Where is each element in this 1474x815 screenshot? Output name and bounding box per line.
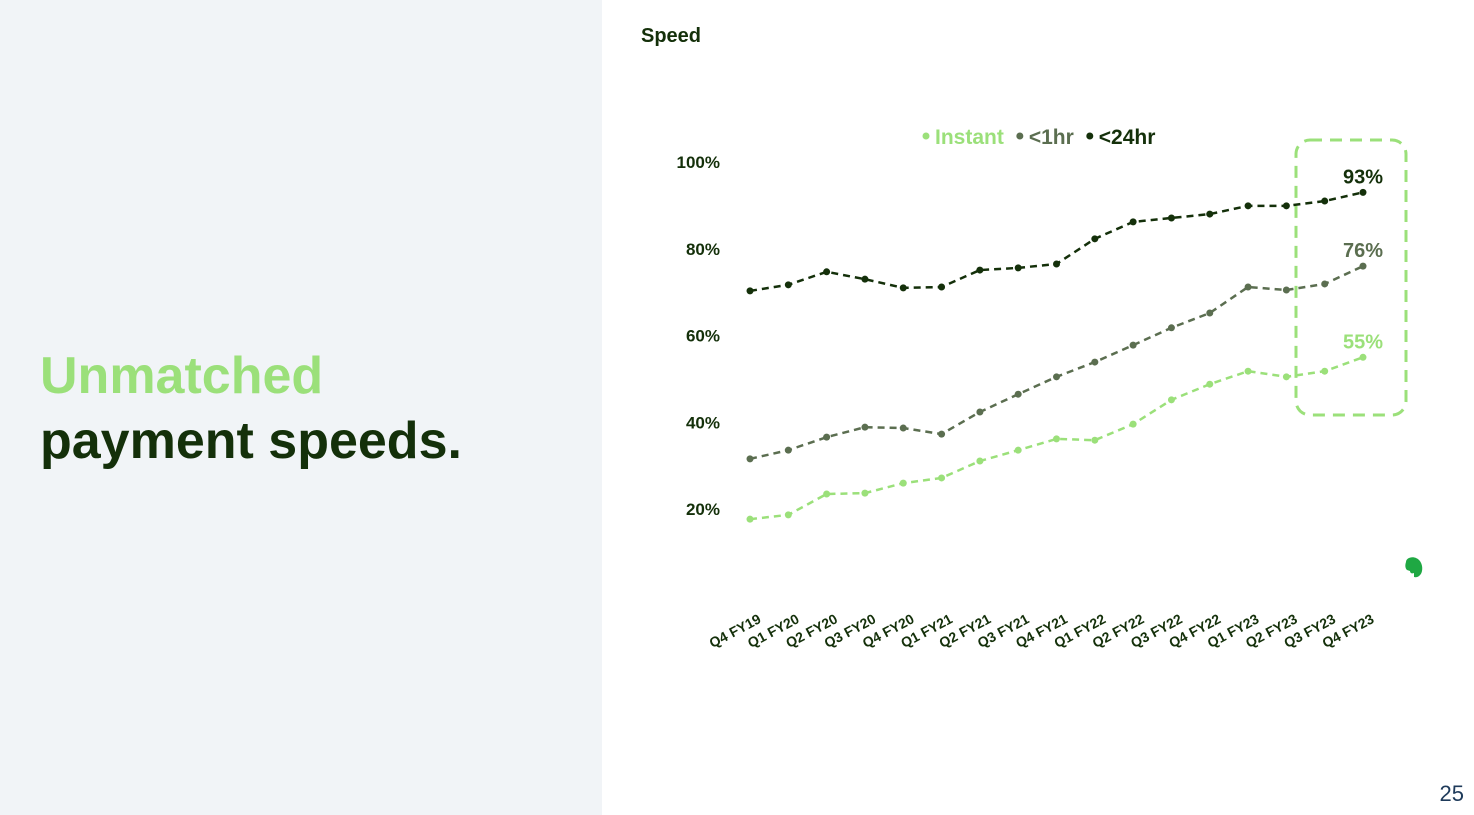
logo <box>1405 557 1423 578</box>
data-point <box>976 408 984 416</box>
data-point <box>1321 367 1329 375</box>
data-point <box>1321 280 1329 288</box>
page-number: 25 <box>1440 781 1464 806</box>
data-label: 76% <box>1343 240 1383 262</box>
data-point <box>1167 324 1175 332</box>
series-line <box>749 191 1364 293</box>
data-point <box>1053 435 1060 443</box>
data-point <box>1053 373 1060 381</box>
data-label: 93% <box>1343 166 1383 188</box>
legend-label: <24hr <box>1099 126 1156 149</box>
data-point <box>1129 341 1137 349</box>
chart-title: Speed <box>641 25 701 47</box>
data-point <box>1244 367 1252 375</box>
data-point <box>1282 202 1290 210</box>
data-point <box>1053 260 1060 268</box>
legend-label: <1hr <box>1029 126 1074 149</box>
data-point <box>746 515 754 523</box>
data-point <box>1129 218 1137 226</box>
data-point <box>899 424 907 432</box>
data-point <box>1014 390 1022 398</box>
y-tick-label: 40% <box>686 413 720 432</box>
data-point <box>976 457 984 465</box>
data-point <box>1091 436 1099 444</box>
data-point <box>1091 235 1099 243</box>
data-point <box>861 275 869 283</box>
data-point <box>823 490 831 498</box>
data-label: 55% <box>1343 331 1383 353</box>
series-line <box>749 356 1364 521</box>
y-tick-label: 20% <box>686 500 720 519</box>
headline: payment speeds. <box>40 412 462 470</box>
data-point <box>1359 353 1367 361</box>
data-point <box>823 268 831 276</box>
left-panel <box>0 0 602 815</box>
data-point <box>861 489 869 497</box>
data-point <box>1129 420 1137 428</box>
series-line <box>749 265 1364 461</box>
data-point <box>746 455 754 463</box>
data-point <box>1206 309 1214 317</box>
data-point <box>1091 358 1099 366</box>
y-tick-label: 60% <box>686 327 720 346</box>
data-point <box>784 511 792 519</box>
y-tick-label: 100% <box>677 153 720 172</box>
headline-accent: Unmatched <box>40 347 323 405</box>
data-point <box>784 446 792 454</box>
data-point <box>1321 197 1329 205</box>
y-tick-label: 80% <box>686 240 720 259</box>
data-point <box>938 474 946 482</box>
data-point <box>784 281 792 289</box>
data-point <box>938 430 946 438</box>
data-point <box>1244 202 1252 210</box>
legend-marker <box>1086 132 1094 140</box>
data-point <box>1282 373 1290 381</box>
data-point <box>1359 188 1367 196</box>
data-point <box>861 423 869 431</box>
data-point <box>1206 210 1214 218</box>
data-point <box>823 433 831 441</box>
data-point <box>899 479 907 487</box>
data-point <box>976 266 984 274</box>
data-point <box>1014 446 1022 454</box>
data-point <box>1167 214 1175 222</box>
legend-marker <box>1016 132 1024 140</box>
data-point <box>746 287 754 295</box>
data-point <box>938 283 946 291</box>
data-point <box>1282 286 1290 294</box>
data-point <box>1244 283 1252 291</box>
data-point <box>1014 264 1022 272</box>
legend-label: Instant <box>935 126 1004 149</box>
data-point <box>1359 262 1367 270</box>
data-point <box>1167 396 1175 404</box>
legend-marker <box>922 132 930 140</box>
data-point <box>899 284 907 292</box>
data-point <box>1206 380 1214 388</box>
highlight-box <box>1294 138 1408 417</box>
